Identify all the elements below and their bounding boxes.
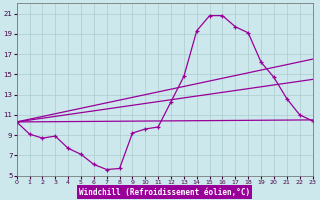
X-axis label: Windchill (Refroidissement éolien,°C): Windchill (Refroidissement éolien,°C) (79, 188, 250, 197)
